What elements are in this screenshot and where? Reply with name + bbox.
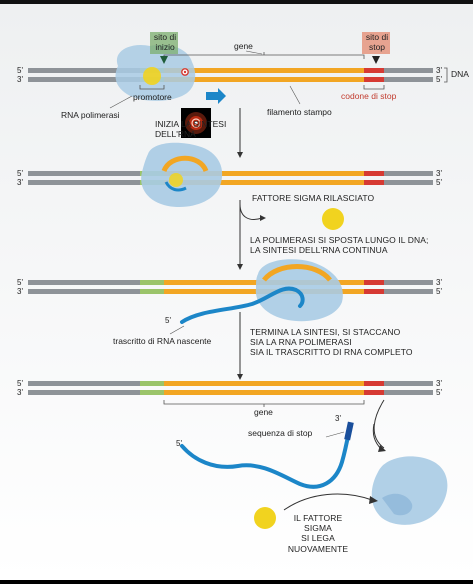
sigma-released-text: FATTORE SIGMA RILASCIATO: [252, 193, 375, 203]
five-prime-label: 5': [17, 379, 23, 388]
three-prime-label: 3': [17, 75, 23, 84]
dna-row-3: [28, 280, 433, 294]
transcription-bubble-2: [161, 155, 209, 173]
gene-label-bottom: gene: [254, 407, 273, 417]
three-prime-label: 3': [17, 287, 23, 296]
three-prime-label: 3': [436, 278, 442, 287]
template-strand-label: filamento stampo: [267, 107, 332, 117]
sigma-factor-released: [322, 208, 344, 230]
dna-row-4: [28, 381, 433, 395]
dna-row-1: [28, 68, 433, 82]
rna-five-prime-label: 5': [165, 316, 171, 325]
dna-bracket: [444, 67, 448, 83]
start-site-marker: [160, 56, 168, 64]
rna-polymerase-2: [141, 142, 223, 208]
five-prime-label: 5': [17, 66, 23, 75]
right-arrow-icon: [206, 88, 226, 104]
rna-polymerase-label: RNA polimerasi: [61, 110, 120, 120]
rna-three-prime-label: 3': [335, 414, 341, 423]
stop-codon-bracket: [363, 85, 385, 90]
three-prime-label: 3': [436, 66, 442, 75]
start-synthesis-label: INIZIA LA SINTESI DELL'RNA: [155, 119, 227, 139]
stop-site-marker: [372, 56, 380, 64]
stop-sequence: [344, 421, 354, 441]
gene-label-top: gene: [234, 41, 253, 51]
nascent-rna: [180, 286, 305, 324]
promoter-label: promotore: [133, 92, 172, 102]
five-prime-label: 5': [436, 178, 442, 187]
start-site-box: [150, 32, 178, 54]
five-prime-label: 5': [436, 287, 442, 296]
three-prime-label: 3': [17, 178, 23, 187]
complete-rna-transcript: [180, 424, 352, 489]
three-prime-label: 3': [436, 379, 442, 388]
sigma-factor-4: [254, 507, 276, 529]
gene-bracket-bottom: [163, 400, 365, 405]
gene-bracket-top: [163, 54, 365, 59]
transcription-bubble-3: [262, 264, 332, 282]
five-prime-label: 5': [17, 169, 23, 178]
rna-polymerase-released: [371, 456, 448, 525]
nascent-transcript-label: trascritto di RNA nascente: [113, 336, 212, 346]
stop-codon-label: codone di stop: [341, 91, 397, 101]
three-prime-label: 3': [436, 169, 442, 178]
dna-row-2: [28, 171, 433, 185]
stop-site-label: sito di stop: [365, 32, 389, 52]
sigma-rebinds-text: IL FATTORE SIGMA SI LEGA NUOVAMENTE: [287, 513, 349, 554]
dna-label: DNA: [451, 69, 469, 79]
polymerase-moves-text: LA POLIMERASI SI SPOSTA LUNGO IL DNA; LA …: [250, 235, 429, 256]
transcription-diagram: [28, 32, 448, 529]
release-arrow: [373, 399, 385, 449]
five-prime-label: 5': [436, 75, 442, 84]
termination-text: TERMINA LA SINTESI, SI STACCANO SIA LA RN…: [250, 327, 413, 358]
promoter-bracket: [139, 85, 165, 90]
three-prime-label: 3': [17, 388, 23, 397]
five-prime-label: 5': [436, 388, 442, 397]
five-prime-label: 5': [17, 278, 23, 287]
sigma-factor-1: [143, 67, 161, 85]
stop-site-box: [362, 32, 390, 54]
stop-sequence-label: sequenza di stop: [248, 428, 313, 438]
start-site-label: sito di inizio: [153, 32, 177, 52]
rna-five-prime-label: 5': [176, 439, 182, 448]
